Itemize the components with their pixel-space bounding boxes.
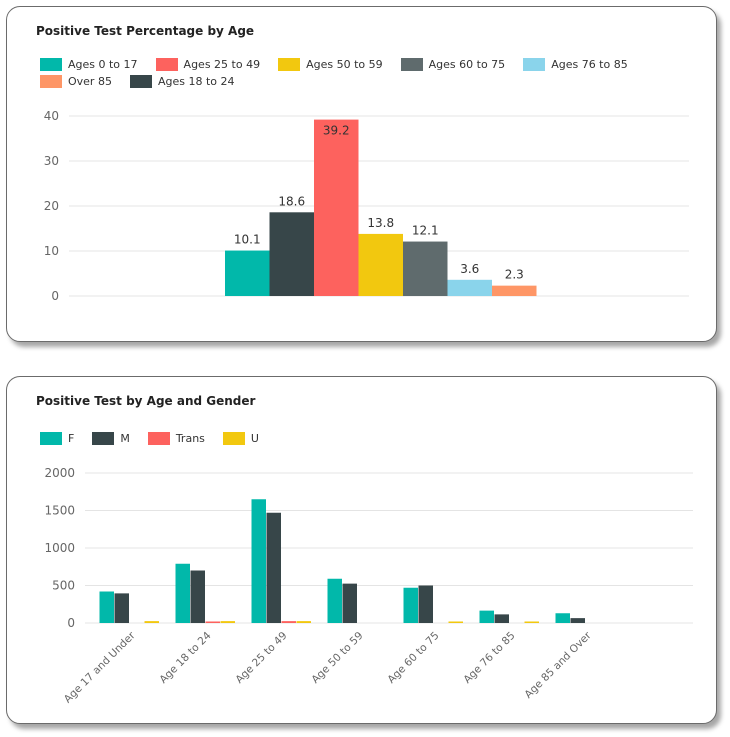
- bar[interactable]: [342, 583, 358, 623]
- legend-item[interactable]: Ages 0 to 17: [40, 57, 138, 71]
- bar[interactable]: [403, 241, 448, 296]
- bar[interactable]: [447, 279, 493, 296]
- bar[interactable]: [114, 593, 130, 623]
- legend-label: Ages 25 to 49: [183, 57, 261, 71]
- legend-label: Trans: [175, 431, 205, 445]
- legend-item[interactable]: Ages 60 to 75: [400, 57, 506, 71]
- legend-swatch: [40, 57, 62, 71]
- y-tick-label: 30: [44, 154, 59, 168]
- x-category-label: Age 85 and Over: [522, 629, 594, 701]
- bar[interactable]: [190, 570, 206, 624]
- bar[interactable]: [479, 610, 495, 623]
- bar[interactable]: [251, 499, 267, 623]
- legend-swatch: [40, 74, 62, 88]
- bar[interactable]: [269, 212, 315, 296]
- bar[interactable]: [524, 621, 540, 624]
- legend-label: Ages 60 to 75: [428, 57, 506, 71]
- data-label: 39.2: [323, 124, 350, 138]
- legend-swatch: [523, 57, 546, 71]
- x-category-label: Age 50 to 59: [309, 630, 365, 686]
- x-category-label: Age 76 to 85: [461, 630, 517, 686]
- legend-swatch: [222, 431, 245, 445]
- legend-swatch: [147, 431, 170, 445]
- legend-item[interactable]: F: [40, 431, 74, 445]
- bar[interactable]: [570, 618, 586, 623]
- legend-label: F: [68, 431, 75, 445]
- bar[interactable]: [358, 233, 404, 296]
- legend-item[interactable]: Ages 76 to 85: [523, 57, 628, 71]
- bar[interactable]: [281, 621, 297, 623]
- chart-title: Positive Test by Age and Gender: [36, 394, 256, 408]
- legend-label: U: [250, 431, 259, 445]
- legend-label: Ages 76 to 85: [551, 57, 628, 71]
- bar[interactable]: [327, 578, 343, 623]
- bar[interactable]: [418, 585, 434, 624]
- legend-swatch: [129, 74, 152, 88]
- bar[interactable]: [296, 621, 312, 623]
- legend-label: Over 85: [68, 74, 112, 88]
- chart-legend: Ages 0 to 17 Ages 25 to 49 Ages 50 to 59 Ag…: [40, 57, 680, 88]
- legend-item[interactable]: Ages 18 to 24: [129, 74, 235, 88]
- legend-swatch: [92, 431, 115, 445]
- data-label: 13.8: [367, 216, 394, 230]
- legend-swatch: [278, 57, 301, 71]
- positive-test-percentage-card: Positive Test Percentage by Age Ages 0 t…: [6, 6, 717, 342]
- bar[interactable]: [266, 512, 282, 623]
- legend-item[interactable]: Trans: [147, 431, 205, 445]
- y-tick-label: 1500: [44, 504, 75, 518]
- legend-swatch: [40, 431, 62, 445]
- chart-title: Positive Test Percentage by Age: [36, 24, 255, 38]
- bar[interactable]: [225, 250, 270, 296]
- bar[interactable]: [314, 119, 359, 296]
- legend-item[interactable]: Ages 50 to 59: [278, 57, 383, 71]
- legend-item[interactable]: Ages 25 to 49: [155, 57, 261, 71]
- chart-legend: F M Trans U: [40, 431, 680, 445]
- bar[interactable]: [220, 621, 236, 623]
- data-label: 18.6: [278, 194, 305, 208]
- x-category-label: Age 60 to 75: [385, 630, 441, 686]
- legend-label: M: [120, 431, 130, 445]
- y-tick-label: 0: [67, 616, 75, 630]
- y-tick-label: 0: [51, 289, 59, 303]
- bar[interactable]: [99, 591, 115, 624]
- data-label: 10.1: [234, 233, 261, 247]
- bar[interactable]: [205, 621, 221, 624]
- data-label: 12.1: [412, 224, 439, 238]
- x-category-label: Age 17 and Under: [62, 629, 138, 705]
- y-tick-label: 10: [44, 244, 59, 258]
- y-tick-label: 500: [52, 579, 75, 593]
- legend-item[interactable]: Over 85: [40, 74, 112, 88]
- legend-label: Ages 0 to 17: [68, 57, 138, 71]
- bar[interactable]: [492, 285, 537, 296]
- age-gender-bar-chart: 0 500 1000 1500 2000 Age 17 and Under Age 18 t…: [44, 466, 693, 705]
- x-category-label: Age 18 to 24: [157, 629, 214, 686]
- percentage-bar-chart: 0 10 20 30 40 10.1 18.6 39.2 13.8 12.1 3.6 2.3: [44, 109, 689, 303]
- legend-item[interactable]: M: [92, 431, 130, 445]
- bar[interactable]: [144, 621, 160, 623]
- legend-swatch: [400, 57, 423, 71]
- legend-label: Ages 18 to 24: [157, 74, 235, 88]
- age-gender-card: Positive Test by Age and Gender F M Trans U…: [6, 376, 717, 724]
- bar[interactable]: [494, 614, 510, 623]
- legend-swatch: [155, 57, 178, 71]
- legend-label: Ages 50 to 59: [306, 57, 383, 71]
- bar[interactable]: [175, 563, 191, 623]
- y-tick-label: 2000: [44, 466, 75, 480]
- data-label: 3.6: [460, 262, 479, 276]
- bar[interactable]: [448, 621, 464, 624]
- y-tick-label: 20: [44, 199, 59, 213]
- bar[interactable]: [403, 587, 419, 623]
- legend-item[interactable]: U: [222, 431, 259, 445]
- bar[interactable]: [555, 613, 571, 623]
- y-tick-label: 40: [44, 109, 59, 123]
- x-category-label: Age 25 to 49: [233, 630, 289, 686]
- y-tick-label: 1000: [44, 541, 75, 555]
- data-label: 2.3: [505, 268, 524, 282]
